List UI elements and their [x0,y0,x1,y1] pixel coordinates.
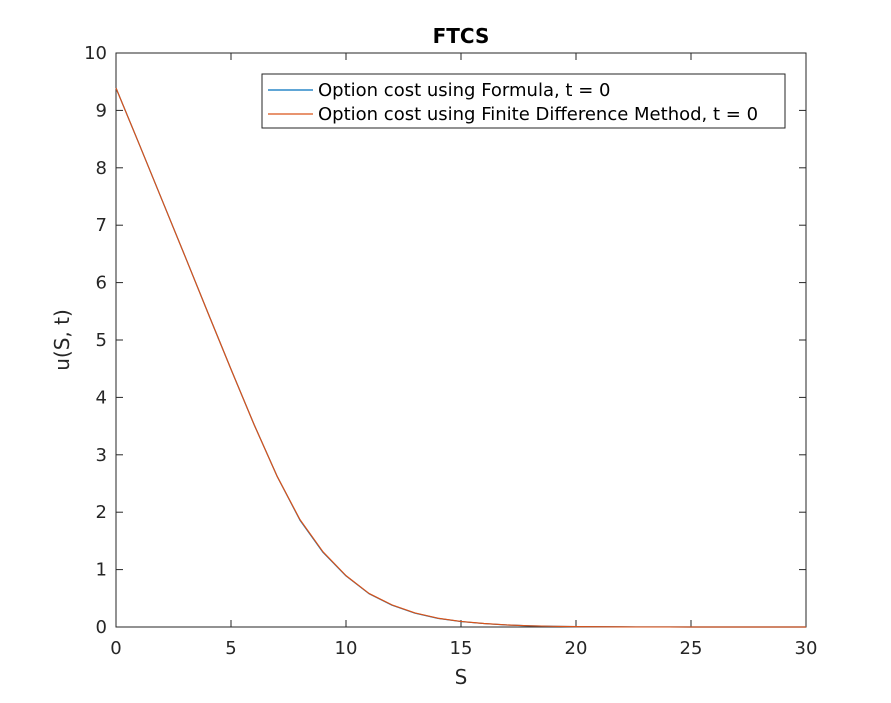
chart-title: FTCS [433,24,490,48]
legend: Option cost using Formula, t = 0 Option … [261,73,786,129]
y-tick-label: 3 [96,445,107,466]
y-tick-label: 1 [96,560,107,581]
x-tick-label: 10 [335,638,358,659]
series-lines [115,87,807,628]
x-tick-label: 5 [225,638,236,659]
x-axis: 0 5 10 15 20 25 30 [110,53,817,659]
y-tick-label: 7 [96,215,107,236]
y-tick-label: 4 [96,387,107,408]
x-tick-label: 25 [680,638,703,659]
y-tick-label: 8 [96,158,107,179]
x-tick-label: 20 [565,638,588,659]
legend-label-fdm: Option cost using Finite Difference Meth… [318,104,758,125]
series-line-fdm [115,87,807,628]
y-tick-label: 9 [96,100,107,121]
legend-label-formula: Option cost using Formula, t = 0 [318,80,610,101]
y-tick-label: 10 [84,43,107,64]
y-tick-label: 5 [96,330,107,351]
x-tick-label: 15 [450,638,473,659]
plot-area [115,52,807,628]
x-tick-label: 30 [795,638,818,659]
y-tick-label: 2 [96,502,107,523]
y-axis: 0 1 2 3 4 5 6 7 8 9 10 [84,43,806,638]
plot-frame [115,52,807,628]
y-tick-label: 6 [96,273,107,294]
y-axis-label: u(S, t) [50,309,74,371]
y-tick-label: 0 [96,617,107,638]
x-tick-label: 0 [110,638,121,659]
x-axis-label: S [455,665,468,689]
legend-box [261,73,786,129]
